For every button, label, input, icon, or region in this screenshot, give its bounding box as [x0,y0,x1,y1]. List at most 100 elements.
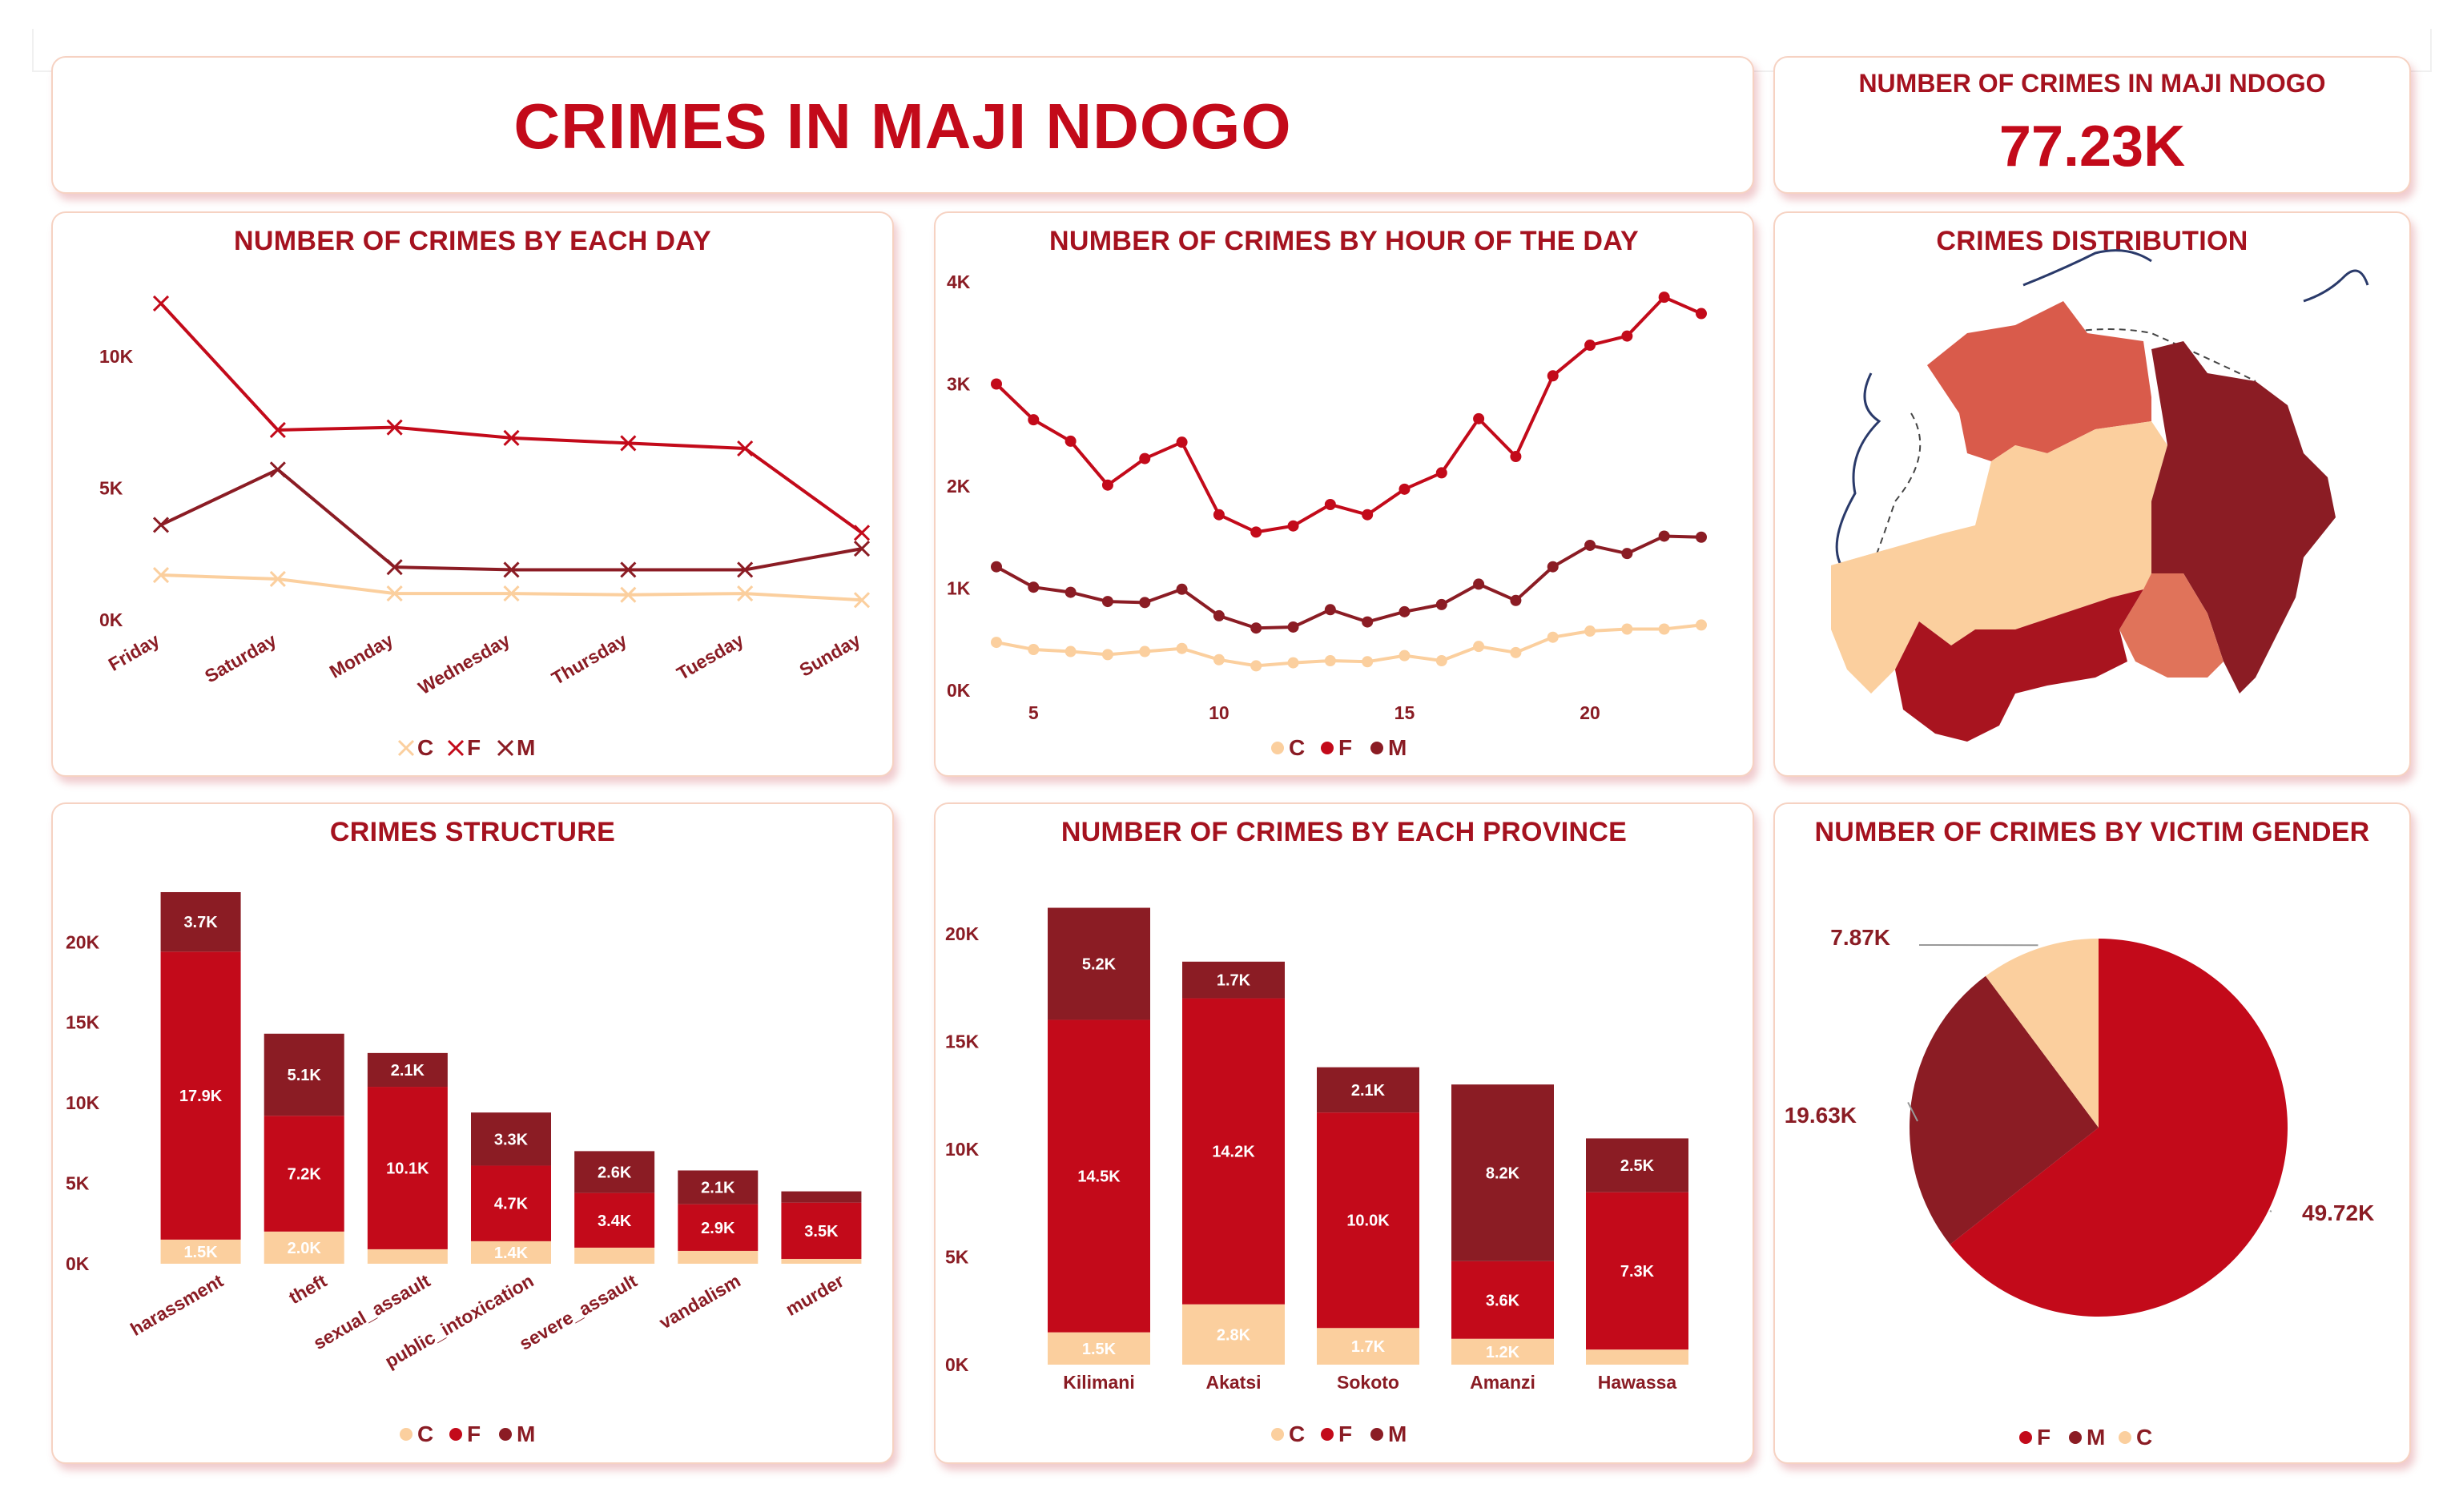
crimes-by-gender-chart[interactable]: 49.72K 19.63K 7.87K F M C [1775,804,2411,1464]
structure-bar-M [781,1191,862,1203]
day-xtick-label: Thursday [548,629,630,689]
day-point-C [386,585,403,602]
map-region-north[interactable] [1927,301,2151,461]
hour-point-F [1399,483,1411,495]
province-bar-M [1586,1138,1688,1192]
hour-point-F [1435,467,1447,479]
hour-point-M [1362,616,1374,628]
structure-bar-F [160,951,241,1240]
hour-point-M [1287,621,1299,633]
day-xtick-label: Sunday [796,629,864,681]
hour-point-C [1435,655,1447,667]
crimes-by-province-chart[interactable]: 0K 5K 10K 15K 20K 1.5K 14.5K 5.2K Kilimani 2.8K 14… [936,804,1754,1464]
gender-legend-label-F: F [2037,1425,2050,1450]
kpi-card[interactable]: NUMBER OF CRIMES IN MAJI NDOGO 77.23K [1773,56,2411,194]
crimes-distribution-title: CRIMES DISTRIBUTION [1936,226,2248,256]
province-ytick-label: 5K [945,1246,969,1267]
day-point-F [620,435,637,452]
hour-point-F [991,378,1002,390]
province-ytick-label: 0K [945,1354,969,1375]
hour-xtick-label: 20 [1580,702,1600,723]
map-region-south-east[interactable] [2119,573,2224,678]
hour-point-C [1362,656,1374,668]
hour-point-C [1213,653,1225,666]
crimes-by-hour-chart[interactable]: 0K 1K 2K 3K 4K 5 10 15 20 C F M [936,213,1754,777]
day-legend-marker-C [397,739,415,757]
crimes-by-province-card[interactable]: NUMBER OF CRIMES BY EACH PROVINCE 0K 5K 10… [934,802,1754,1464]
day-point-C [620,586,637,603]
province-xtick-label: Akatsi [1205,1372,1261,1393]
crimes-by-day-title: NUMBER OF CRIMES BY EACH DAY [234,226,711,256]
province-bar-F [1451,1261,1554,1339]
day-xtick-label: Tuesday [673,629,747,684]
structure-bar-M [574,1151,655,1193]
hour-point-F [1101,479,1113,491]
crimes-by-hour-card[interactable]: NUMBER OF CRIMES BY HOUR OF THE DAY 0K 1K… [934,211,1754,777]
structure-data-label-M: 2.6K [598,1164,632,1182]
hour-point-F [1510,451,1522,463]
province-bar-F [1586,1192,1688,1350]
hour-series-line-F [995,295,1702,534]
crimes-distribution-card[interactable]: CRIMES DISTRIBUTION [1773,211,2411,777]
hour-legend-label-C: C [1289,735,1305,760]
structure-data-label-C: 2.0K [288,1240,322,1257]
crimes-structure-card[interactable]: CRIMES STRUCTURE 0K 5K 10K 15K 20K 1.5K 17.9K 3… [51,802,894,1464]
day-point-F [737,440,754,457]
map-region-center[interactable] [1831,421,2167,645]
hour-point-M [1213,609,1225,621]
hour-point-C [1696,619,1707,631]
hour-point-M [1435,598,1447,610]
hour-xtick-label: 15 [1394,702,1415,723]
structure-data-label-M: 2.1K [391,1062,425,1080]
day-legend-label-M: M [517,735,535,760]
province-legend-marker-C [1271,1428,1284,1441]
hour-point-C [1064,645,1077,657]
day-series-line-F [159,302,863,534]
hour-point-M [1473,578,1485,590]
hour-point-M [1064,586,1077,598]
province-ytick-label: 10K [945,1139,980,1160]
hour-point-F [1324,498,1336,510]
hour-point-F [1028,414,1040,426]
gender-slice-F [1950,939,2288,1317]
hour-point-F [1621,330,1633,342]
province-legend-marker-F [1321,1428,1334,1441]
hour-point-M [1139,597,1151,609]
province-xtick-label: Hawassa [1598,1372,1677,1393]
crimes-by-day-card[interactable]: NUMBER OF CRIMES BY EACH DAY 0K 5K 10K Frid… [51,211,894,777]
map-region-south[interactable] [1895,589,2143,742]
hour-ytick-label: 3K [947,374,971,395]
province-data-label-C: 1.5K [1082,1341,1117,1358]
crimes-by-hour-title: NUMBER OF CRIMES BY HOUR OF THE DAY [1049,226,1639,256]
structure-ytick-label: 5K [66,1173,90,1194]
structure-bar-M [160,891,241,952]
day-point-M [853,541,871,557]
day-point-C [503,585,520,602]
structure-bar-F [574,1192,655,1248]
structure-legend-marker-M [499,1428,512,1441]
hour-point-C [1510,646,1522,658]
gender-slice-M [1910,975,2099,1245]
structure-xtick-label: theft [285,1270,330,1309]
crimes-by-day-chart[interactable]: 0K 5K 10K Friday Saturday Monday Wednesday Thur… [53,213,894,777]
province-data-label-F: 10.0K [1346,1212,1390,1230]
hour-point-C [991,637,1002,649]
province-data-label-F: 3.6K [1486,1292,1520,1309]
crimes-structure-chart[interactable]: 0K 5K 10K 15K 20K 1.5K 17.9K 3.7K harassment 2.0K… [53,804,894,1464]
province-ytick-label: 20K [945,923,980,944]
hour-point-M [1399,605,1411,617]
hour-point-F [1696,308,1707,320]
gender-slice-label-F: 49.72K [2302,1200,2374,1225]
crimes-distribution-map[interactable] [1775,213,2411,777]
day-point-M [620,561,637,578]
crimes-by-gender-title: NUMBER OF CRIMES BY VICTIM GENDER [1814,817,2370,847]
gender-legend-label-M: M [2087,1425,2105,1450]
province-bar-C [1182,1304,1285,1365]
day-point-M [269,461,286,478]
map-region-west[interactable] [1831,549,1919,694]
map-region-east[interactable] [2151,341,2336,694]
hour-point-M [1028,581,1040,593]
hour-legend-label-M: M [1388,735,1407,760]
structure-bar-C [574,1247,655,1264]
crimes-by-gender-card[interactable]: NUMBER OF CRIMES BY VICTIM GENDER 49.72K… [1773,802,2411,1464]
